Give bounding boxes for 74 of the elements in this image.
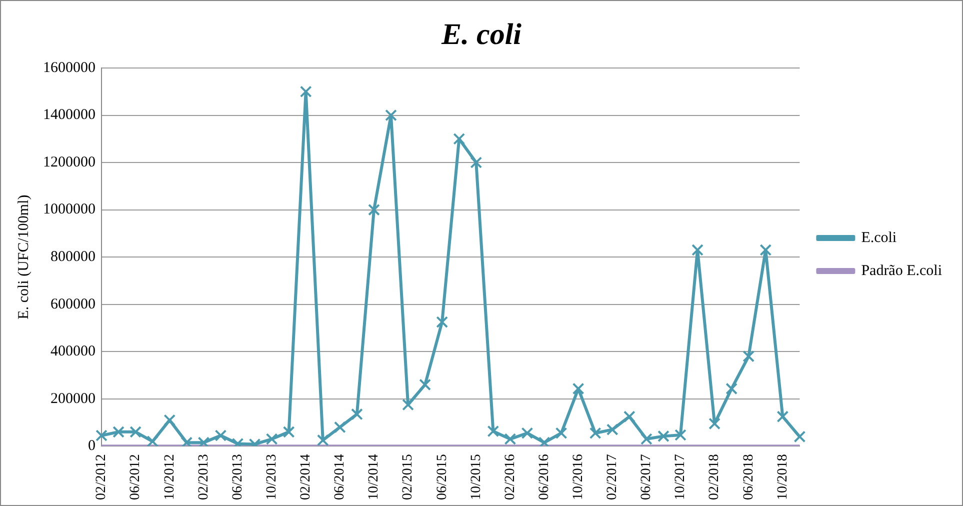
point [726, 382, 738, 395]
x-tick-label: 06/2016 [536, 454, 552, 500]
point [130, 426, 142, 438]
y-tick-label: 1600000 [43, 60, 96, 76]
x-tick-label: 02/2018 [707, 454, 722, 500]
point [266, 433, 278, 445]
point [555, 427, 568, 440]
point [504, 433, 516, 445]
y-tick-label: 1400000 [43, 107, 96, 124]
y-tick-label: 800000 [50, 248, 96, 265]
x-tick-label: 10/2013 [264, 454, 280, 500]
x-tick-label: 02/2016 [502, 454, 518, 500]
point [674, 429, 686, 441]
x-tick-label: 06/2018 [741, 454, 756, 500]
y-tick-label: 400000 [50, 344, 96, 360]
point [316, 434, 329, 446]
x-tick-label: 06/2014 [332, 454, 348, 500]
point [794, 430, 806, 443]
x-tick-label: 02/2014 [298, 454, 314, 500]
point [692, 244, 704, 256]
point [334, 421, 346, 434]
y-axis-title: E. coli (UFC/100ml) [16, 194, 32, 320]
legend-label: E.coli [861, 230, 897, 246]
x-tick-label: 10/2016 [570, 454, 586, 500]
x-tick-label: 06/2017 [639, 454, 654, 500]
point [742, 350, 755, 362]
point [385, 109, 397, 122]
x-tick-label: 06/2013 [230, 454, 246, 500]
x-tick-label: 10/2017 [673, 454, 688, 500]
point [589, 427, 602, 440]
point [436, 316, 448, 328]
y-tick-label: 0 [88, 438, 96, 454]
point [350, 408, 363, 420]
point [180, 436, 193, 446]
point [640, 433, 652, 445]
x-tick-label: 02/2017 [605, 454, 620, 500]
y-tick-label: 1000000 [43, 202, 96, 218]
point [112, 426, 124, 438]
point [606, 424, 618, 436]
point [146, 435, 159, 446]
point [453, 132, 466, 145]
legend-label: Padrão E.coli [861, 262, 942, 279]
x-tick-label: 02/2013 [196, 454, 212, 500]
point [368, 204, 380, 216]
x-tick-label: 06/2012 [128, 454, 144, 500]
x-tick-label: 02/2012 [94, 454, 110, 500]
x-tick-label: 10/2018 [775, 454, 790, 500]
point [198, 436, 210, 446]
point [708, 418, 720, 430]
point [521, 427, 534, 440]
point [96, 430, 108, 442]
point [419, 378, 431, 391]
point [658, 430, 670, 442]
chart-title: E. coli [440, 18, 522, 51]
y-tick-label: 600000 [50, 296, 96, 312]
point [572, 382, 584, 395]
y-tick-label: 1200000 [43, 154, 96, 170]
y-tick-label: 200000 [50, 390, 96, 407]
x-tick-label: 02/2015 [400, 454, 416, 500]
point [623, 410, 636, 423]
point [282, 426, 295, 438]
point [470, 156, 482, 168]
point [760, 244, 772, 256]
point [776, 410, 789, 423]
x-tick-label: 10/2012 [162, 454, 178, 500]
point [487, 425, 500, 438]
point [214, 430, 227, 442]
point [164, 414, 176, 426]
point [402, 398, 414, 411]
x-tick-label: 10/2015 [468, 454, 484, 500]
x-tick-label: 06/2015 [434, 454, 450, 500]
point [300, 86, 312, 98]
x-tick-label: 10/2014 [366, 454, 382, 500]
point [538, 436, 550, 446]
